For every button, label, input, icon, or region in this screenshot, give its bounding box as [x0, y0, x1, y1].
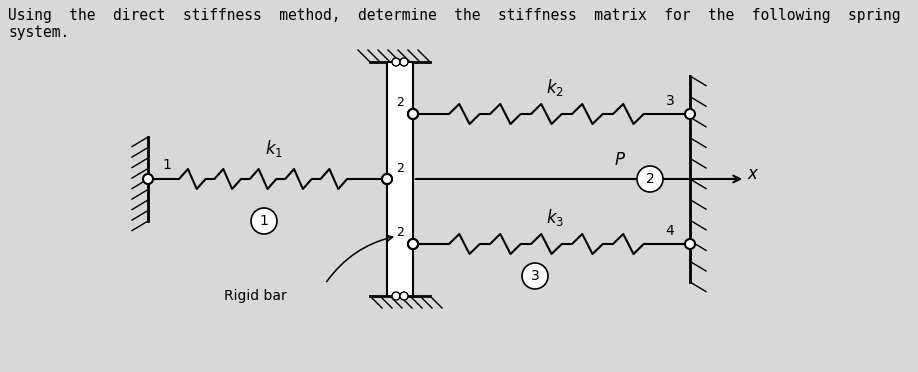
- Text: system.: system.: [8, 25, 69, 40]
- Circle shape: [251, 208, 277, 234]
- Circle shape: [685, 239, 695, 249]
- Text: 4: 4: [666, 224, 675, 238]
- Text: 2: 2: [396, 227, 404, 240]
- Text: $k_3$: $k_3$: [546, 207, 564, 228]
- Text: Using  the  direct  stiffness  method,  determine  the  stiffness  matrix  for  : Using the direct stiffness method, deter…: [8, 8, 901, 23]
- Circle shape: [143, 174, 153, 184]
- Circle shape: [408, 239, 418, 249]
- Circle shape: [382, 174, 392, 184]
- Text: $k_2$: $k_2$: [546, 77, 564, 98]
- Circle shape: [408, 109, 418, 119]
- Circle shape: [408, 239, 418, 249]
- Circle shape: [382, 174, 392, 184]
- Text: 3: 3: [531, 269, 540, 283]
- Text: 3: 3: [666, 94, 675, 108]
- Circle shape: [522, 263, 548, 289]
- Text: P: P: [615, 151, 625, 169]
- Text: x: x: [747, 165, 757, 183]
- Text: 2: 2: [396, 161, 404, 174]
- Text: 1: 1: [260, 214, 268, 228]
- Circle shape: [637, 166, 663, 192]
- Bar: [387, 62, 413, 296]
- Circle shape: [400, 58, 408, 66]
- Text: $k_1$: $k_1$: [265, 138, 283, 159]
- Text: 2: 2: [396, 96, 404, 109]
- Text: 1: 1: [162, 158, 171, 172]
- Text: Rigid bar: Rigid bar: [224, 289, 286, 303]
- Circle shape: [408, 109, 418, 119]
- Text: 2: 2: [645, 172, 655, 186]
- Circle shape: [392, 292, 400, 300]
- Circle shape: [685, 109, 695, 119]
- Circle shape: [392, 58, 400, 66]
- Circle shape: [400, 292, 408, 300]
